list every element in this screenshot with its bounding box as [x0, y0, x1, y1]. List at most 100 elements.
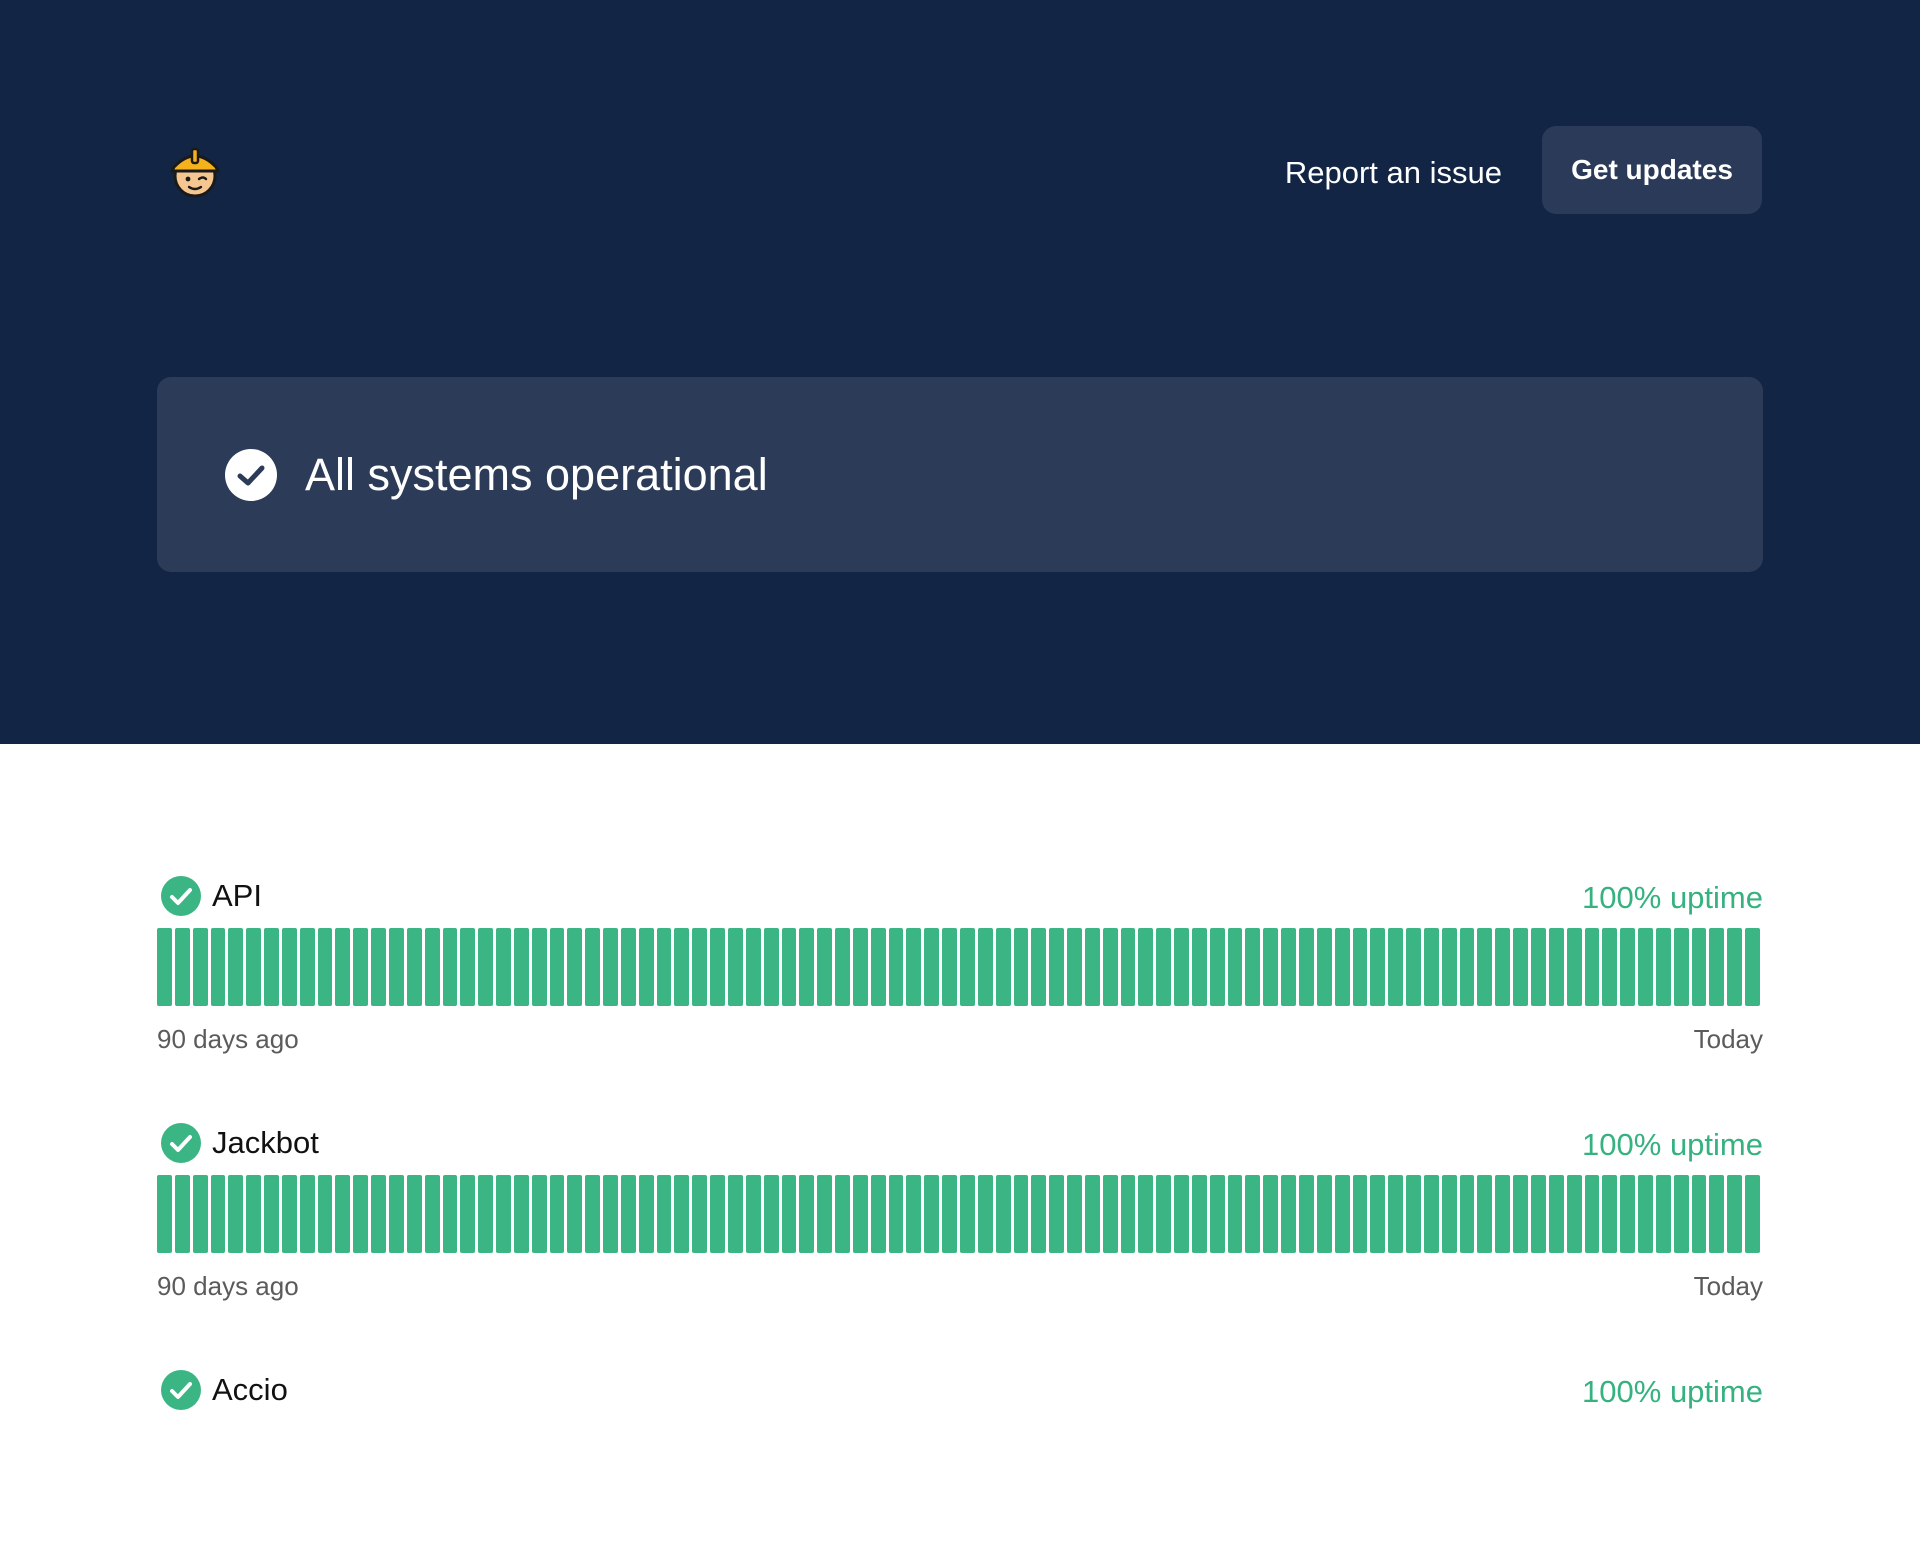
uptime-day-bar[interactable] — [1352, 928, 1368, 1006]
uptime-day-bar[interactable] — [710, 1175, 725, 1253]
uptime-day-bar[interactable] — [531, 928, 547, 1006]
uptime-day-bar[interactable] — [1049, 928, 1065, 1006]
uptime-day-bar[interactable] — [603, 928, 618, 1006]
uptime-day-bar[interactable] — [1138, 1175, 1154, 1253]
uptime-day-bar[interactable] — [799, 1175, 815, 1253]
uptime-day-bar[interactable] — [335, 928, 351, 1006]
uptime-day-bar[interactable] — [1013, 928, 1029, 1006]
uptime-day-bar[interactable] — [1209, 1175, 1225, 1253]
uptime-day-bar[interactable] — [1067, 928, 1082, 1006]
uptime-day-bar[interactable] — [1620, 1175, 1636, 1253]
uptime-day-bar[interactable] — [745, 928, 761, 1006]
uptime-day-bar[interactable] — [1584, 1175, 1600, 1253]
uptime-day-bar[interactable] — [1691, 1175, 1707, 1253]
uptime-day-bar[interactable] — [1156, 1175, 1172, 1253]
uptime-day-bar[interactable] — [1209, 928, 1225, 1006]
uptime-day-bar[interactable] — [977, 1175, 993, 1253]
uptime-day-bar[interactable] — [567, 1175, 583, 1253]
uptime-day-bar[interactable] — [1334, 928, 1350, 1006]
uptime-day-bar[interactable] — [1191, 1175, 1207, 1253]
uptime-day-bar[interactable] — [1584, 928, 1600, 1006]
uptime-day-bar[interactable] — [1102, 1175, 1118, 1253]
uptime-day-bar[interactable] — [1673, 928, 1689, 1006]
uptime-day-bar[interactable] — [157, 1175, 172, 1253]
uptime-day-bar[interactable] — [496, 928, 511, 1006]
uptime-day-bar[interactable] — [442, 928, 458, 1006]
uptime-day-bar[interactable] — [1477, 1175, 1493, 1253]
uptime-day-bar[interactable] — [1013, 1175, 1029, 1253]
uptime-day-bar[interactable] — [1655, 1175, 1671, 1253]
uptime-day-bar[interactable] — [1352, 1175, 1368, 1253]
uptime-day-bar[interactable] — [1602, 1175, 1618, 1253]
uptime-day-bar[interactable] — [1423, 1175, 1439, 1253]
uptime-day-bar[interactable] — [656, 928, 672, 1006]
uptime-day-bar[interactable] — [888, 928, 904, 1006]
uptime-day-bar[interactable] — [781, 1175, 797, 1253]
uptime-day-bar[interactable] — [478, 928, 494, 1006]
uptime-day-bar[interactable] — [1031, 1175, 1047, 1253]
uptime-day-bar[interactable] — [1638, 928, 1653, 1006]
report-issue-link[interactable]: Report an issue — [1284, 155, 1502, 190]
uptime-day-bar[interactable] — [620, 1175, 636, 1253]
uptime-day-bar[interactable] — [1441, 1175, 1457, 1253]
uptime-day-bar[interactable] — [781, 928, 797, 1006]
uptime-day-bar[interactable] — [1245, 1175, 1261, 1253]
uptime-day-bar[interactable] — [1370, 928, 1386, 1006]
uptime-day-bar[interactable] — [567, 928, 583, 1006]
uptime-day-bar[interactable] — [995, 928, 1011, 1006]
uptime-day-bar[interactable] — [1227, 928, 1243, 1006]
uptime-day-bar[interactable] — [1745, 928, 1760, 1006]
uptime-day-bar[interactable] — [1120, 928, 1136, 1006]
uptime-day-bar[interactable] — [210, 1175, 226, 1253]
uptime-day-bar[interactable] — [977, 928, 993, 1006]
uptime-day-bar[interactable] — [174, 1175, 190, 1253]
uptime-day-bar[interactable] — [424, 1175, 440, 1253]
uptime-day-bar[interactable] — [1281, 928, 1296, 1006]
uptime-day-bar[interactable] — [1620, 928, 1636, 1006]
uptime-day-bar[interactable] — [496, 1175, 511, 1253]
uptime-day-bar[interactable] — [513, 1175, 529, 1253]
uptime-day-bar[interactable] — [1459, 1175, 1475, 1253]
uptime-day-bar[interactable] — [228, 1175, 244, 1253]
uptime-day-bar[interactable] — [1513, 1175, 1528, 1253]
uptime-day-bar[interactable] — [835, 1175, 850, 1253]
uptime-day-bar[interactable] — [299, 1175, 315, 1253]
uptime-day-bar[interactable] — [317, 928, 333, 1006]
uptime-day-bar[interactable] — [1227, 1175, 1243, 1253]
uptime-day-bar[interactable] — [1477, 928, 1493, 1006]
uptime-day-bar[interactable] — [638, 1175, 654, 1253]
uptime-day-bar[interactable] — [656, 1175, 672, 1253]
uptime-day-bar[interactable] — [1316, 1175, 1332, 1253]
uptime-day-bar[interactable] — [1530, 1175, 1546, 1253]
uptime-day-bar[interactable] — [406, 1175, 422, 1253]
uptime-day-bar[interactable] — [942, 928, 957, 1006]
uptime-day-bar[interactable] — [728, 928, 743, 1006]
uptime-day-bar[interactable] — [1602, 928, 1618, 1006]
uptime-day-bar[interactable] — [638, 928, 654, 1006]
uptime-day-bar[interactable] — [817, 928, 833, 1006]
uptime-day-bar[interactable] — [1709, 928, 1725, 1006]
uptime-day-bar[interactable] — [424, 928, 440, 1006]
uptime-day-bar[interactable] — [745, 1175, 761, 1253]
uptime-day-bar[interactable] — [1084, 1175, 1100, 1253]
uptime-day-bar[interactable] — [1138, 928, 1154, 1006]
uptime-day-bar[interactable] — [1638, 1175, 1653, 1253]
uptime-day-bar[interactable] — [692, 1175, 708, 1253]
uptime-day-bar[interactable] — [210, 928, 226, 1006]
uptime-day-bar[interactable] — [870, 1175, 886, 1253]
uptime-day-bar[interactable] — [603, 1175, 618, 1253]
uptime-day-bar[interactable] — [674, 1175, 690, 1253]
uptime-day-bar[interactable] — [620, 928, 636, 1006]
uptime-day-bar[interactable] — [585, 1175, 601, 1253]
uptime-day-bar[interactable] — [817, 1175, 833, 1253]
uptime-day-bar[interactable] — [1406, 1175, 1421, 1253]
uptime-day-bar[interactable] — [710, 928, 725, 1006]
uptime-day-bar[interactable] — [1281, 1175, 1296, 1253]
uptime-day-bar[interactable] — [549, 1175, 565, 1253]
uptime-day-bar[interactable] — [692, 928, 708, 1006]
get-updates-button[interactable]: Get updates — [1542, 126, 1762, 214]
uptime-day-bar[interactable] — [1316, 928, 1332, 1006]
uptime-day-bar[interactable] — [1495, 1175, 1511, 1253]
uptime-day-bar[interactable] — [299, 928, 315, 1006]
uptime-day-bar[interactable] — [388, 928, 404, 1006]
